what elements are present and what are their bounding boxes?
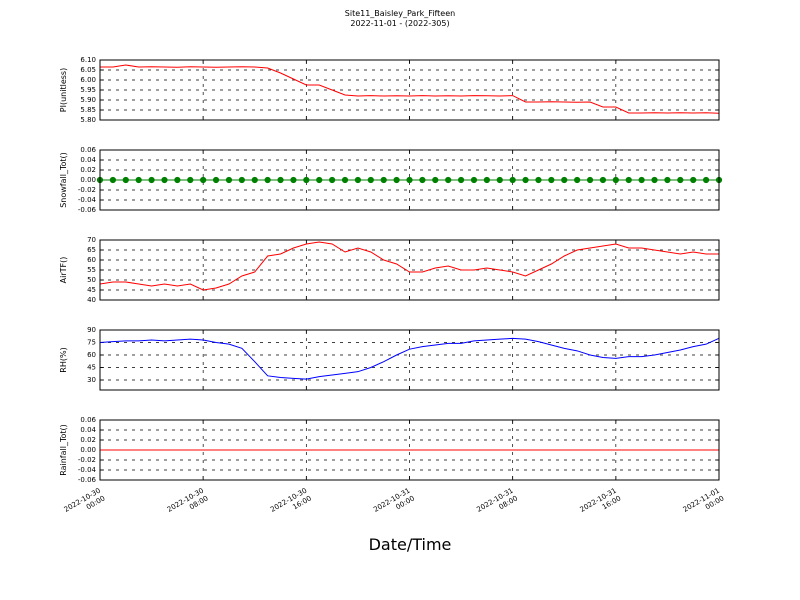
y-tick-label: 0.02	[80, 436, 96, 444]
data-point	[535, 176, 542, 184]
y-tick-label: -0.06	[78, 476, 97, 484]
data-point	[548, 176, 555, 184]
data-point	[174, 176, 181, 184]
y-axis-label: Rainfall_Tot()	[59, 424, 68, 476]
y-axis-label: AirTF()	[59, 257, 68, 284]
y-tick-label: 55	[87, 266, 96, 274]
data-point	[483, 176, 490, 184]
plot-frame	[99, 59, 720, 121]
data-point	[406, 176, 413, 184]
data-point	[277, 176, 284, 184]
y-tick-label: -0.02	[78, 186, 96, 194]
plot-frame	[99, 419, 720, 481]
y-tick-label: 65	[87, 246, 96, 254]
data-point	[148, 176, 155, 184]
y-tick-label: 70	[87, 236, 96, 244]
data-point	[445, 176, 452, 184]
data-point	[122, 176, 129, 184]
data-point	[690, 176, 697, 184]
y-tick-label: 5.85	[80, 106, 96, 114]
y-tick-label: 0.06	[80, 146, 96, 154]
plot-frame	[99, 239, 720, 301]
y-tick-label: 90	[87, 326, 96, 334]
y-tick-label: 30	[87, 376, 96, 384]
chart-title: Site11_Baisley_Park_Fifteen	[345, 9, 455, 18]
y-tick-label: 5.80	[80, 116, 96, 124]
y-tick-label: 0.02	[80, 166, 96, 174]
y-tick-label: 0.06	[80, 416, 96, 424]
data-point	[367, 176, 374, 184]
y-tick-label: 40	[87, 296, 96, 304]
data-point	[677, 176, 684, 184]
data-point	[496, 176, 503, 184]
data-line	[100, 64, 720, 114]
y-tick-label: -0.02	[78, 456, 96, 464]
data-point	[625, 176, 632, 184]
y-tick-label: 50	[87, 276, 96, 284]
data-point	[329, 176, 336, 184]
data-point	[561, 176, 568, 184]
data-line	[99, 337, 720, 380]
data-point	[393, 176, 400, 184]
plot-frame	[99, 149, 720, 211]
y-tick-label: 0.04	[80, 156, 96, 164]
y-tick-label: 45	[87, 364, 96, 372]
data-point	[574, 176, 581, 184]
y-tick-label: 0.04	[80, 426, 96, 434]
data-point	[612, 176, 619, 184]
data-point	[238, 176, 245, 184]
y-axis-label: Snowfall_Tot()	[59, 152, 68, 208]
data-point	[290, 176, 297, 184]
data-point	[316, 176, 323, 184]
data-point	[225, 176, 233, 184]
data-point	[380, 176, 387, 184]
data-point	[664, 176, 671, 184]
data-point	[651, 176, 658, 184]
data-point	[264, 176, 271, 184]
data-point	[251, 176, 258, 184]
y-tick-label: 0.00	[80, 176, 96, 184]
y-tick-label: 75	[87, 339, 96, 347]
data-point	[354, 176, 362, 184]
data-point	[109, 176, 116, 184]
data-point	[457, 176, 465, 184]
y-tick-label: 60	[87, 256, 96, 264]
data-point	[303, 176, 310, 184]
y-tick-label: 45	[87, 286, 96, 294]
y-tick-label: 6.00	[80, 76, 96, 84]
data-point	[212, 176, 220, 184]
y-tick-label: 6.10	[80, 56, 96, 64]
plot-frame	[99, 329, 720, 391]
data-point	[470, 176, 478, 184]
data-line	[99, 241, 719, 291]
chart-subtitle: 2022-11-01 - (2022-305)	[350, 19, 449, 28]
y-tick-label: -0.06	[78, 206, 97, 214]
data-point	[638, 176, 645, 184]
data-point	[419, 176, 426, 184]
data-point	[341, 176, 349, 184]
data-point	[703, 176, 710, 184]
data-point	[161, 176, 168, 184]
data-point	[187, 176, 194, 184]
y-tick-label: 6.05	[80, 66, 96, 74]
y-tick-label: 5.95	[80, 86, 96, 94]
y-tick-label: 0.00	[80, 446, 96, 454]
data-point	[200, 176, 207, 184]
data-point	[599, 176, 607, 184]
data-point	[522, 176, 529, 184]
data-point	[586, 176, 594, 184]
data-point	[509, 176, 516, 184]
data-point	[135, 176, 142, 184]
x-axis-label: Date/Time	[369, 535, 452, 554]
y-axis-label: PI(unitless)	[59, 68, 68, 112]
y-tick-label: -0.04	[78, 196, 97, 204]
y-tick-label: 60	[87, 351, 96, 359]
data-point	[432, 176, 439, 184]
y-axis-label: RH(%)	[59, 347, 68, 372]
y-tick-label: 5.90	[80, 96, 96, 104]
y-tick-label: -0.04	[78, 466, 97, 474]
